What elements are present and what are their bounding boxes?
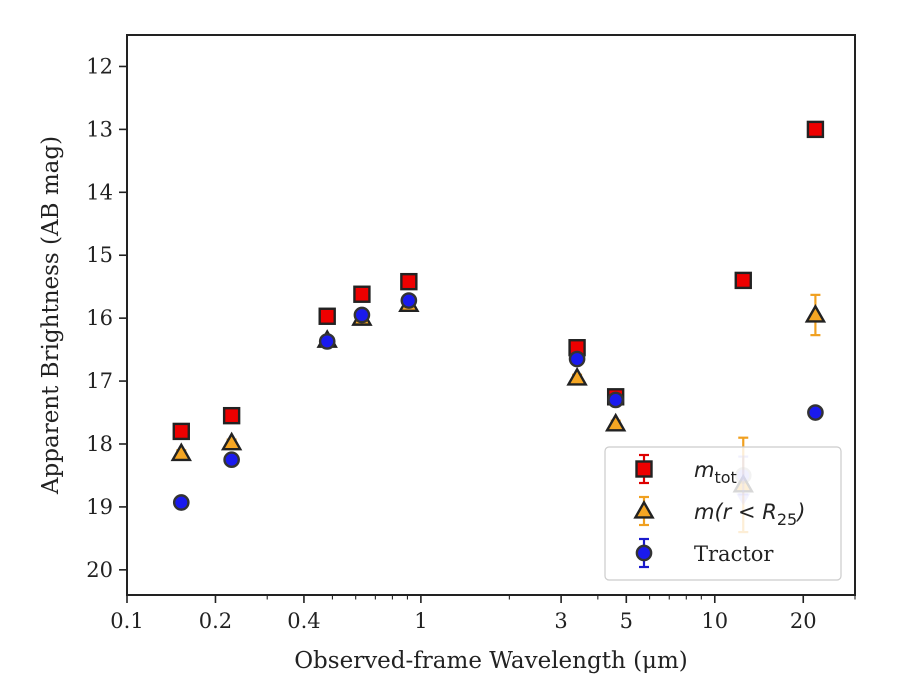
data-point	[566, 366, 588, 386]
y-tick-label: 14	[86, 180, 113, 204]
x-tick-label: 5	[620, 609, 633, 633]
x-axis-label: Observed-frame Wavelength (μm)	[294, 648, 688, 674]
y-tick-label: 20	[86, 558, 113, 582]
data-point	[172, 422, 190, 441]
y-tick-label: 12	[86, 54, 113, 78]
data-point	[318, 307, 336, 325]
data-point	[170, 442, 192, 462]
series-2	[172, 292, 824, 511]
legend-box	[604, 446, 842, 581]
data-point	[607, 391, 624, 409]
x-tick-label: 0.2	[199, 609, 232, 633]
x-tick-label: 0.1	[110, 609, 143, 633]
data-point	[172, 494, 190, 511]
data-point	[222, 406, 241, 425]
y-tick-label: 13	[86, 117, 113, 141]
legend-label-main: m(r < R	[694, 500, 777, 524]
legend-label: m(r < R25)	[694, 500, 805, 529]
legend-label-sub: tot	[714, 468, 736, 487]
data-point	[807, 404, 824, 421]
data-point	[734, 271, 752, 290]
legend-label-sub: 25	[777, 510, 797, 529]
data-point	[318, 333, 336, 350]
series-0	[172, 120, 825, 441]
y-tick-label: 16	[86, 306, 113, 330]
legend-label: Tractor	[694, 542, 774, 566]
y-tick-label: 17	[86, 369, 113, 393]
x-tick-label: 1	[414, 609, 427, 633]
legend-label-main: m	[694, 458, 714, 482]
y-tick-label: 19	[86, 495, 113, 519]
data-point	[353, 306, 371, 324]
x-tick-label: 0.4	[287, 609, 320, 633]
data-point	[220, 431, 243, 451]
data-point	[400, 292, 418, 309]
y-axis-label: Apparent Brightness (AB mag)	[38, 136, 64, 495]
data-point	[223, 451, 240, 469]
legend-label: mtot	[694, 458, 737, 487]
data-point	[804, 303, 827, 323]
x-tick-label: 20	[790, 609, 817, 633]
x-tick-label: 10	[701, 609, 728, 633]
chart-marks	[170, 120, 827, 534]
legend: mtot m(r < R25) Tractor	[604, 446, 842, 581]
data-point	[604, 412, 627, 432]
data-point	[806, 120, 825, 139]
y-tick-label: 15	[86, 243, 113, 267]
legend-marker	[635, 460, 653, 478]
legend-label-end: )	[795, 500, 805, 524]
x-tick-label: 3	[554, 609, 567, 633]
data-point	[400, 272, 418, 291]
data-point	[353, 285, 371, 303]
y-tick-label: 18	[86, 432, 113, 456]
legend-marker	[635, 544, 653, 562]
plot-frame	[126, 34, 856, 596]
legend-marker	[633, 499, 655, 519]
data-point	[568, 350, 586, 368]
